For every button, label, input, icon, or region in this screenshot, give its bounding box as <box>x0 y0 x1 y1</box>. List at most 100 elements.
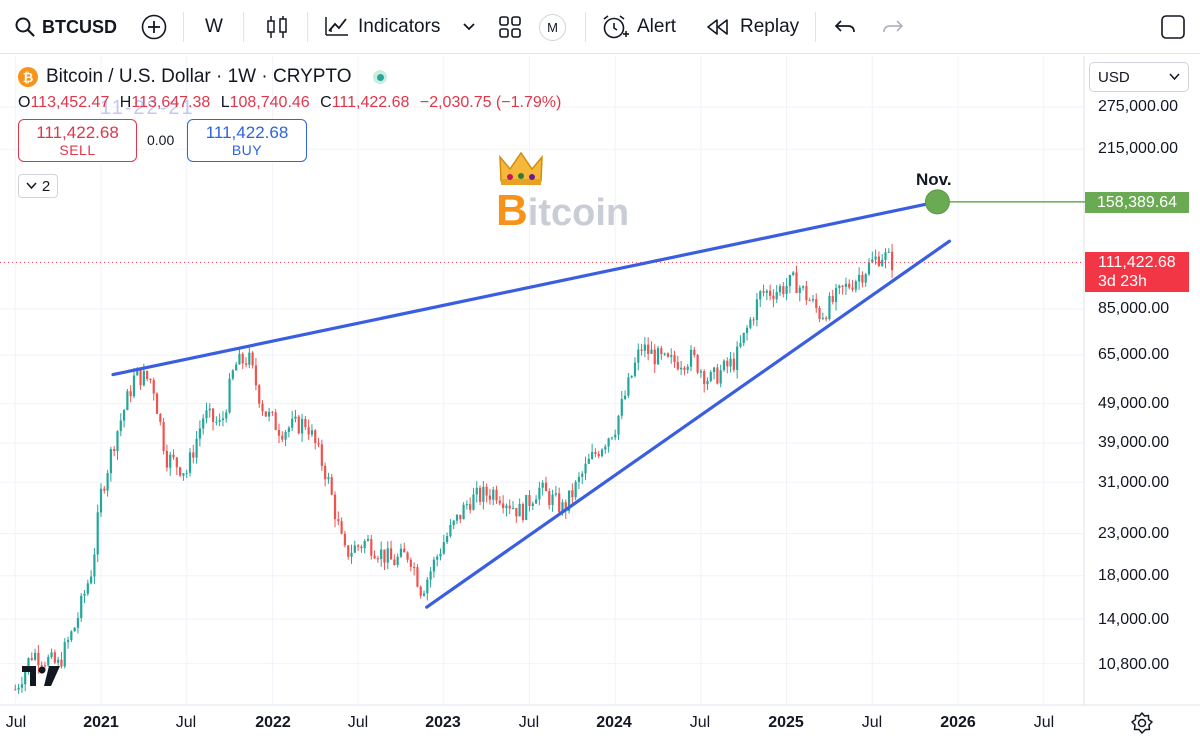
candle-body <box>449 524 452 537</box>
candle-body <box>198 428 201 439</box>
replay-button[interactable]: Replay <box>706 0 799 54</box>
square-icon <box>1160 14 1186 40</box>
alert-button[interactable]: Alert <box>601 0 676 54</box>
candle-body <box>627 377 630 396</box>
candle-body <box>834 287 838 303</box>
candle-body <box>745 327 749 333</box>
candle-body <box>86 583 89 594</box>
indicators-dropdown-button[interactable] <box>462 0 476 54</box>
symbol-search-button[interactable]: BTCUSD <box>14 0 117 54</box>
candle-body <box>274 412 277 430</box>
account-button[interactable]: M <box>539 0 566 54</box>
candle-body <box>340 521 343 534</box>
candle-body <box>231 370 234 379</box>
candle-body <box>511 508 515 510</box>
indicators-collapse-button[interactable]: 2 <box>18 174 58 198</box>
chart-type-button[interactable] <box>265 0 289 54</box>
buy-button[interactable]: 111,422.68 BUY <box>187 119 307 162</box>
candle-body <box>614 434 617 438</box>
candle-body <box>548 491 551 506</box>
candle-body <box>90 576 93 584</box>
last-price-value: 111,422.68 <box>1098 254 1176 271</box>
sell-price: 111,422.68 <box>36 123 119 142</box>
avatar: M <box>539 13 566 41</box>
candle-body <box>854 281 857 290</box>
candle-body <box>376 558 379 560</box>
candle-body <box>495 489 498 501</box>
candle-body <box>432 559 436 572</box>
fullscreen-button[interactable] <box>1160 0 1186 54</box>
candle-body <box>455 514 459 521</box>
candle-body <box>518 503 521 517</box>
candle-body <box>109 449 112 474</box>
candle-body <box>284 431 287 440</box>
candle-body <box>769 290 772 296</box>
candle-body <box>525 494 528 520</box>
overlay-date-text: 11-22-21 <box>100 97 195 119</box>
candle-body <box>699 371 702 373</box>
candle-body <box>17 687 20 690</box>
tradingview-logo[interactable] <box>22 666 60 692</box>
candle-body <box>620 398 623 416</box>
candle-body <box>419 586 422 596</box>
candle-body <box>640 349 643 351</box>
candle-body <box>465 504 468 506</box>
candle-body <box>347 545 350 557</box>
candle-body <box>858 274 861 282</box>
candle-body <box>165 450 169 468</box>
candle-body <box>864 274 867 283</box>
price-tick: 31,000.00 <box>1098 474 1170 491</box>
candle-body <box>650 349 653 354</box>
indicators-label: Indicators <box>358 16 441 37</box>
candle-body <box>808 300 811 302</box>
time-tick: 2024 <box>596 714 632 731</box>
candle-body <box>60 659 63 667</box>
redo-button[interactable] <box>882 0 904 54</box>
market-status-icon[interactable] <box>373 70 388 84</box>
candle-body <box>693 349 696 355</box>
candle-body <box>113 449 116 452</box>
symbol-legend[interactable]: ₿ Bitcoin / U.S. Dollar · 1W · CRYPTO <box>18 64 388 90</box>
time-tick: Jul <box>5 714 27 731</box>
candle-body <box>633 362 637 376</box>
redo-icon <box>882 18 904 36</box>
candle-body <box>386 548 389 563</box>
time-tick: Jul <box>861 714 883 731</box>
candle-body <box>192 452 195 458</box>
undo-button[interactable] <box>834 0 856 54</box>
candle-body <box>472 494 475 510</box>
candle-body <box>653 349 656 365</box>
candle-body <box>139 368 142 386</box>
price-tick: 10,800.00 <box>1098 656 1170 673</box>
candle-body <box>752 319 755 321</box>
chevron-down-icon <box>462 22 476 32</box>
interval-button[interactable]: W <box>205 16 223 37</box>
candle-body <box>577 476 581 482</box>
candle-body <box>383 549 386 563</box>
candle-body <box>330 477 333 495</box>
candle-body <box>469 504 472 510</box>
currency-select[interactable]: USD <box>1089 62 1189 92</box>
compare-symbol-button[interactable] <box>141 0 167 54</box>
candle-body <box>106 473 109 491</box>
settings-gear-button[interactable] <box>1131 712 1153 739</box>
candle-body <box>531 503 534 506</box>
sell-button[interactable]: 111,422.68 SELL <box>18 119 137 162</box>
candle-body <box>604 446 607 450</box>
price-tick: 23,000.00 <box>1098 525 1170 542</box>
candle-body <box>132 375 136 397</box>
candle-body <box>739 343 742 347</box>
bitcoin-logo-letter: B <box>496 186 528 235</box>
candle-body <box>821 317 824 319</box>
tradingview-logo-icon <box>22 666 60 686</box>
candle-body <box>881 259 884 266</box>
candle-body <box>406 552 409 560</box>
layout-grid-button[interactable] <box>498 0 522 54</box>
candle-body <box>179 467 182 476</box>
time-tick: Jul <box>689 714 711 731</box>
indicators-button[interactable]: Indicators <box>324 0 440 54</box>
gear-icon <box>1131 712 1153 734</box>
candle-body <box>788 274 791 286</box>
candle-body <box>182 473 185 476</box>
